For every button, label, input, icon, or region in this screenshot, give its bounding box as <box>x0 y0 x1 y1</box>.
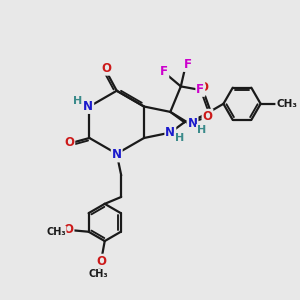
Text: O: O <box>202 110 212 123</box>
Text: N: N <box>83 100 93 113</box>
Text: O: O <box>64 136 74 149</box>
Text: CH₃: CH₃ <box>276 99 297 109</box>
Text: H: H <box>175 133 184 143</box>
Text: O: O <box>198 81 208 94</box>
Text: O: O <box>97 255 107 268</box>
Text: CH₃: CH₃ <box>89 269 109 279</box>
Text: O: O <box>101 62 111 75</box>
Text: N: N <box>165 126 175 139</box>
Text: N: N <box>112 148 122 161</box>
Text: H: H <box>197 125 206 135</box>
Text: CH₃: CH₃ <box>46 227 66 237</box>
Text: N: N <box>188 117 197 130</box>
Text: F: F <box>196 83 204 96</box>
Text: F: F <box>184 58 192 71</box>
Text: F: F <box>160 65 168 78</box>
Text: H: H <box>74 96 83 106</box>
Text: O: O <box>64 223 74 236</box>
